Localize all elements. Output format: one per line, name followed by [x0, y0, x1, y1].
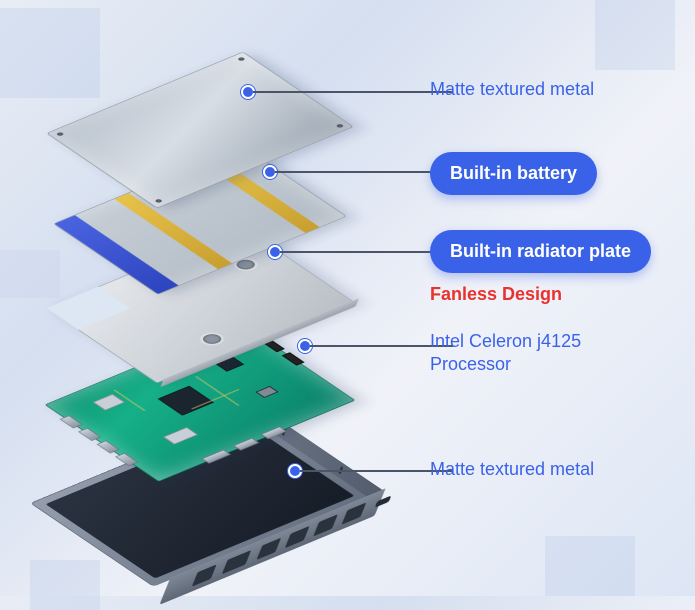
lead-dot-battery — [265, 167, 275, 177]
label-chassis: Matte textured metal — [430, 458, 594, 481]
label-radiator: Built-in radiator plate Fanless Design — [430, 230, 651, 307]
leader-line — [280, 251, 453, 253]
leader-line — [253, 91, 453, 93]
label-text: Intel Celeron j4125 Processor — [430, 331, 581, 374]
label-battery: Built-in battery — [430, 152, 597, 195]
label-text: Matte textured metal — [430, 459, 594, 479]
label-pcb: Intel Celeron j4125 Processor — [430, 330, 620, 377]
lead-dot-top — [243, 87, 253, 97]
lead-dot-pcb — [300, 341, 310, 351]
exploded-view-stage — [0, 0, 400, 596]
label-top-plate: Matte textured metal — [430, 78, 594, 101]
pill-battery: Built-in battery — [430, 152, 597, 195]
pill-radiator: Built-in radiator plate — [430, 230, 651, 273]
lead-dot-chassis — [290, 466, 300, 476]
fanless-design-text: Fanless Design — [430, 283, 651, 306]
lead-dot-radiator — [270, 247, 280, 257]
labels-column: Matte textured metal Built-in battery Bu… — [430, 0, 680, 596]
leader-line — [275, 171, 453, 173]
label-text: Matte textured metal — [430, 79, 594, 99]
